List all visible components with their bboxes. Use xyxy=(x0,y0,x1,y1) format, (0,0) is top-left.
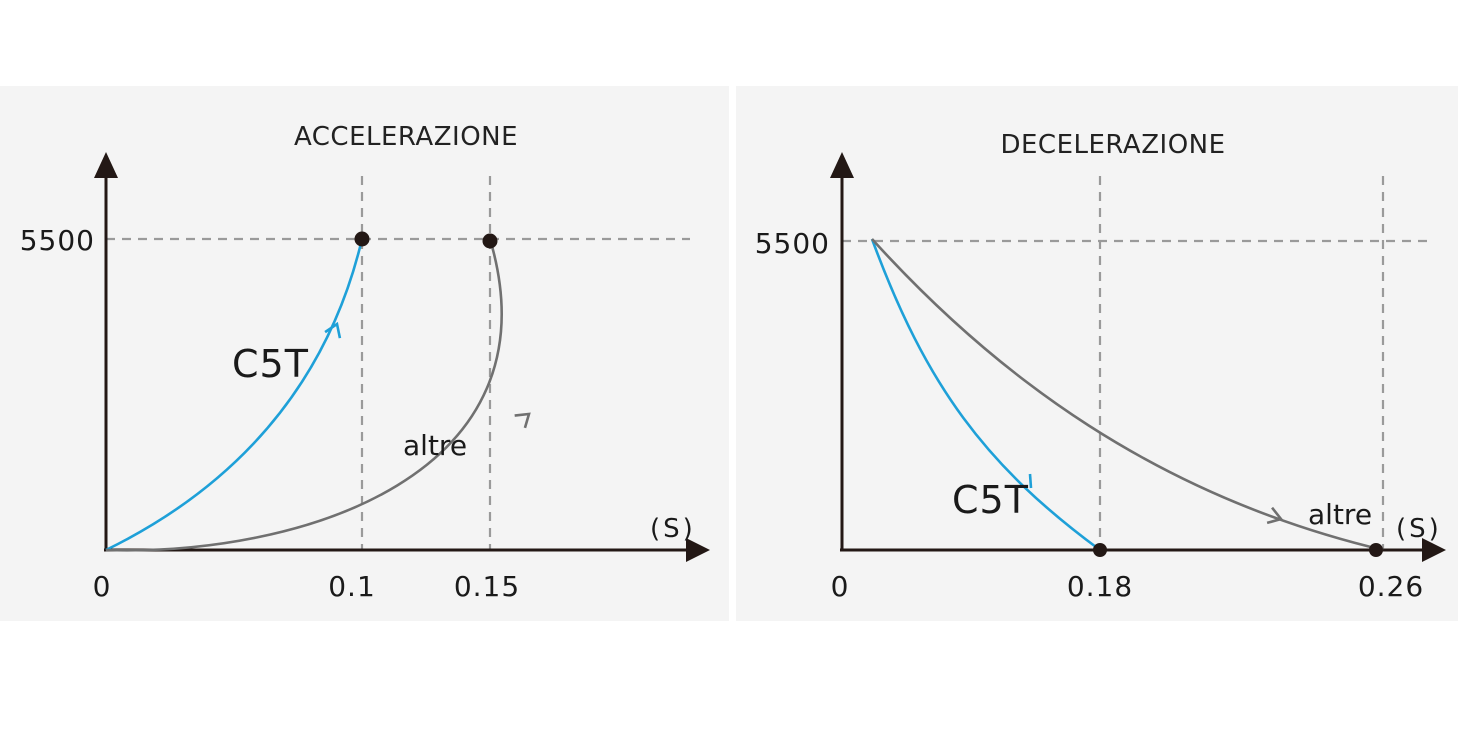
series-label-altre: altre xyxy=(1308,498,1372,531)
x-axis-arrow xyxy=(686,538,710,562)
reference-grid xyxy=(106,176,690,550)
x-tick-label: 0 xyxy=(93,570,112,603)
series-c5t-line xyxy=(870,238,1101,552)
x-tick-label: 0.26 xyxy=(1358,570,1424,603)
y-axis-arrow xyxy=(94,152,118,178)
acceleration-chart-panel: ACCELERAZIONE 5500 0 0.1 0.15 (S) C5T al… xyxy=(0,86,729,621)
series-label-c5t: C5T xyxy=(952,478,1029,522)
deceleration-chart-panel: DECELERAZIONE 5500 0 0.18 0.26 (S) C5T a… xyxy=(736,86,1458,621)
x-axis-arrow xyxy=(1422,538,1446,562)
series-c5t-endpoint xyxy=(1093,543,1107,557)
chart-title: DECELERAZIONE xyxy=(1000,130,1225,160)
series-altre-direction-arrow xyxy=(1266,506,1284,525)
series-c5t-direction-arrow xyxy=(324,321,342,339)
x-tick-label: 0.15 xyxy=(454,570,520,603)
series-altre-line xyxy=(105,238,503,552)
x-axis-unit: (S) xyxy=(1396,514,1442,544)
x-axis-unit: (S) xyxy=(650,514,696,544)
series-altre-endpoint xyxy=(482,233,498,249)
x-tick-label: 0 xyxy=(831,570,850,603)
series-altre-endpoint xyxy=(1369,543,1383,557)
series-label-altre: altre xyxy=(403,429,467,462)
series-c5t-direction-arrow xyxy=(1028,473,1033,489)
reference-grid xyxy=(842,176,1428,550)
series-c5t-line xyxy=(105,238,364,552)
acceleration-chart: ACCELERAZIONE 5500 0 0.1 0.15 (S) C5T al… xyxy=(20,122,710,603)
chart-title: ACCELERAZIONE xyxy=(294,122,518,152)
series-c5t-endpoint xyxy=(354,231,370,247)
x-tick-label: 0.1 xyxy=(328,570,376,603)
y-axis-arrow xyxy=(830,152,854,178)
y-tick-label: 5500 xyxy=(20,224,95,257)
series-altre-line xyxy=(871,238,1384,552)
series-altre-direction-arrow xyxy=(514,412,531,429)
series-label-c5t: C5T xyxy=(232,342,309,386)
deceleration-chart: DECELERAZIONE 5500 0 0.18 0.26 (S) C5T a… xyxy=(755,130,1446,603)
x-tick-label: 0.18 xyxy=(1067,570,1133,603)
y-tick-label: 5500 xyxy=(755,227,830,260)
